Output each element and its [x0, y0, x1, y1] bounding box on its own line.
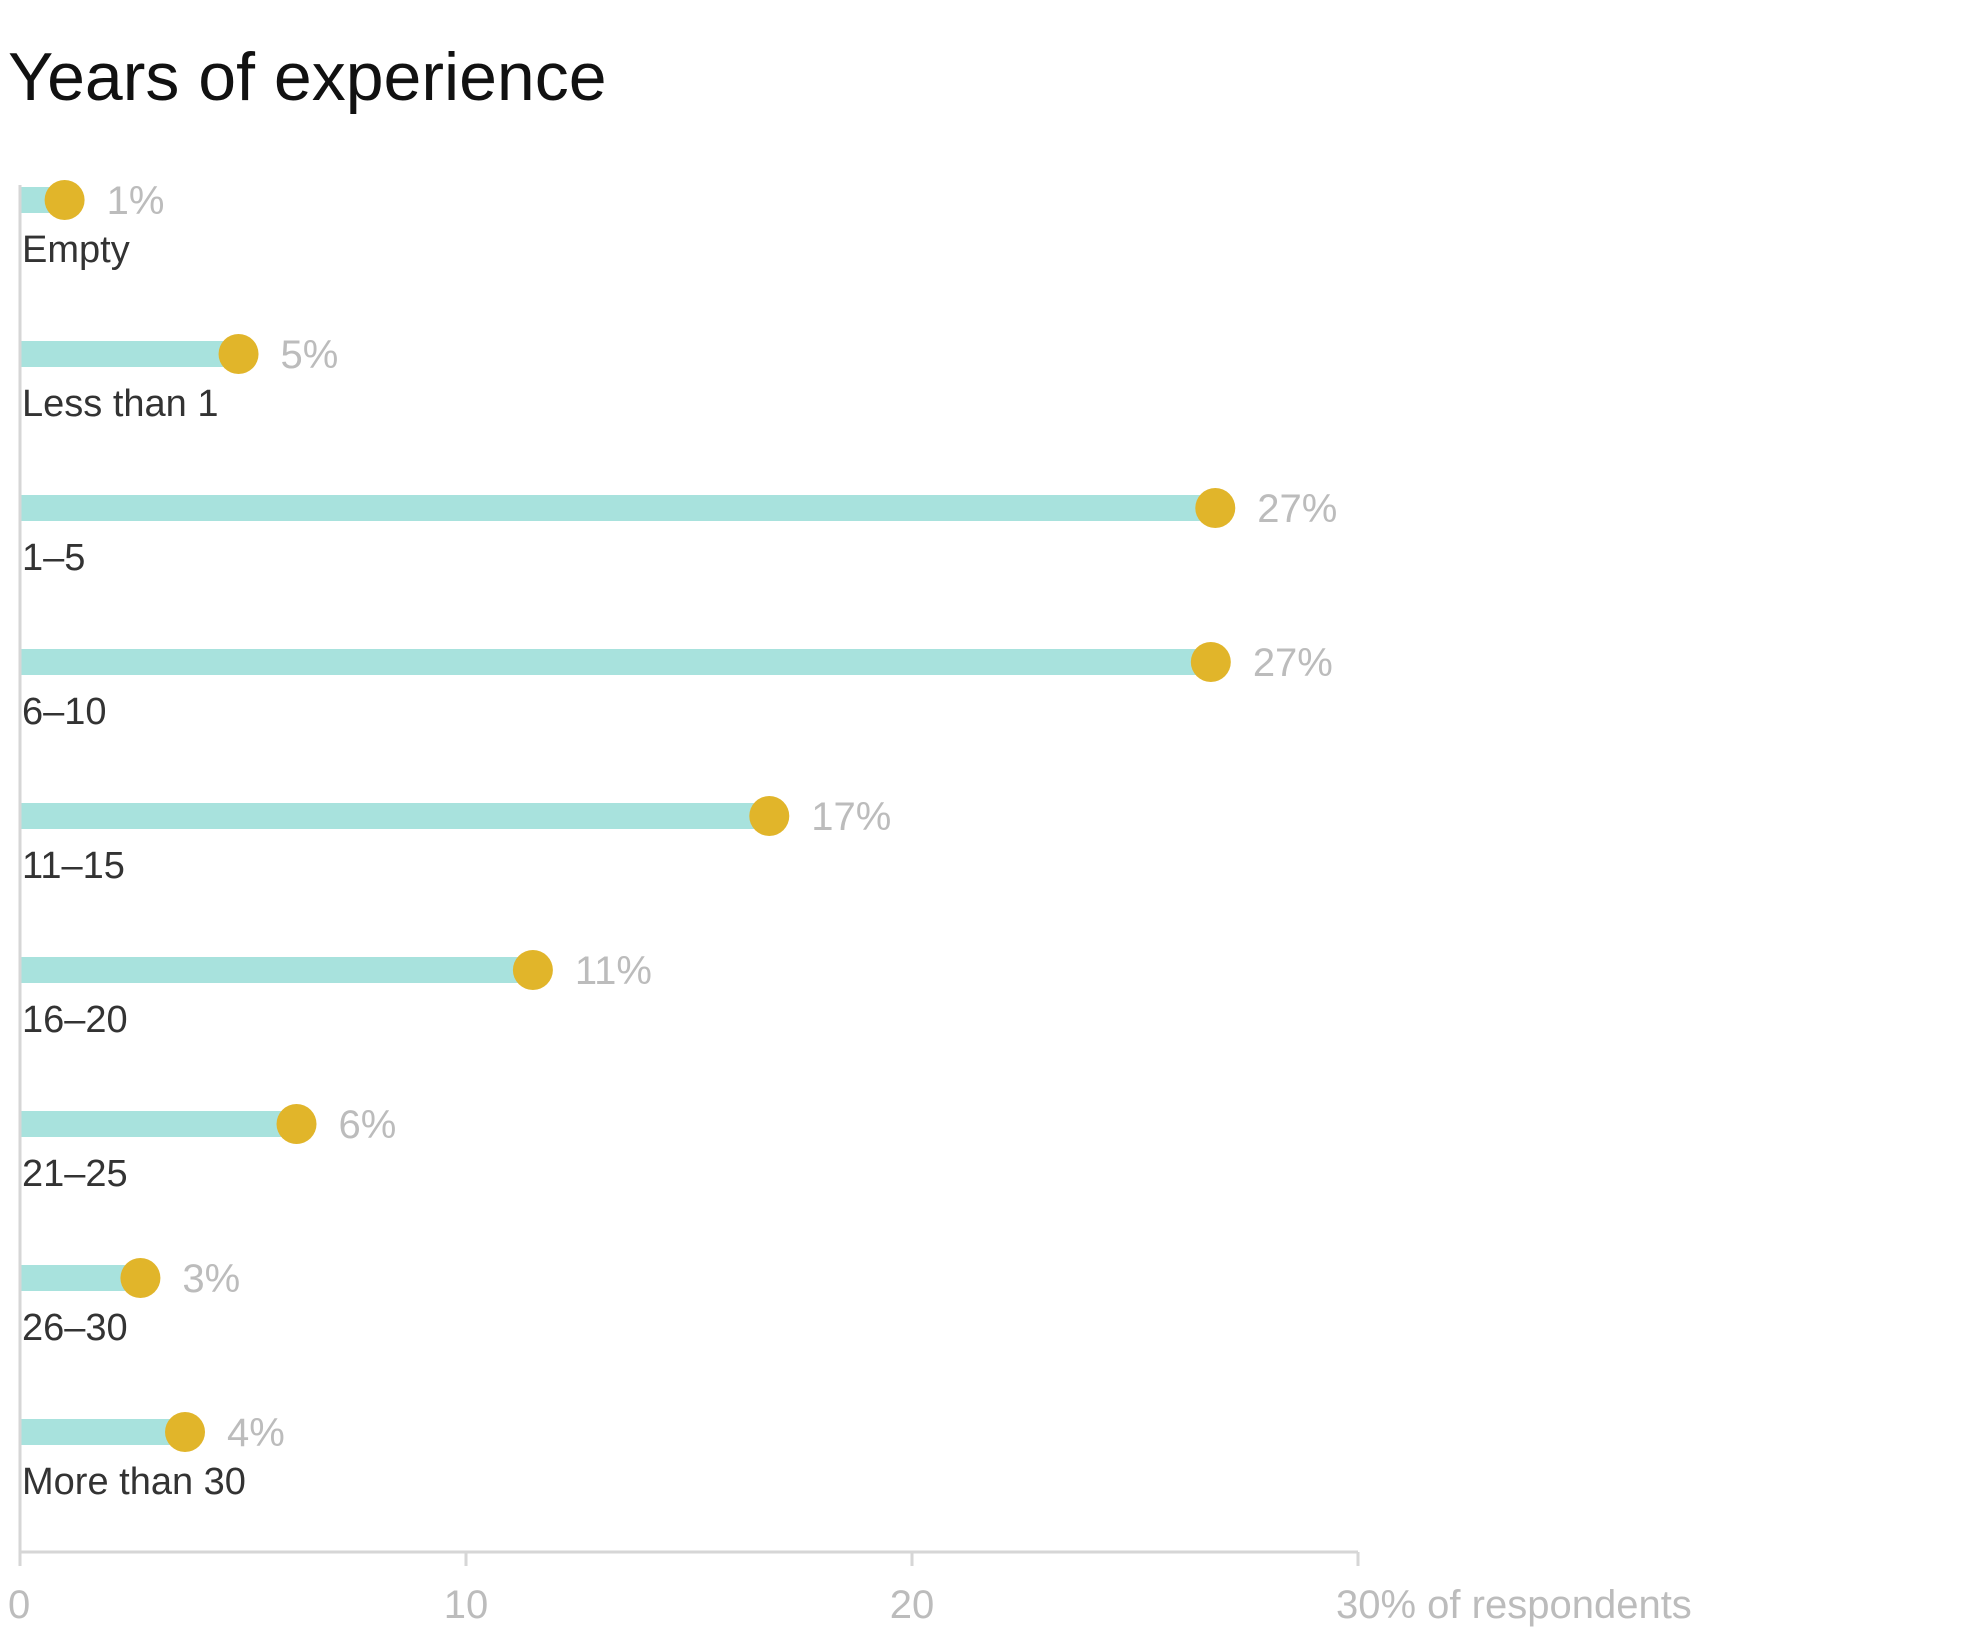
value-label: 11% — [575, 949, 652, 993]
category-label: 1–5 — [22, 537, 85, 579]
bar-end-dot — [218, 334, 259, 374]
value-label: 27% — [1253, 641, 1333, 685]
x-tick-label: 30% of respondents — [1336, 1583, 1692, 1627]
category-label: 11–15 — [22, 845, 125, 887]
bar — [20, 803, 770, 829]
bar-end-dot — [44, 180, 85, 220]
bar — [20, 957, 533, 983]
bar — [20, 495, 1216, 521]
value-label: 4% — [227, 1411, 285, 1455]
x-axis: 0 10 20 30% of respondents — [8, 185, 1692, 1627]
value-label: 27% — [1257, 487, 1337, 531]
value-label: 6% — [339, 1103, 397, 1147]
bar-end-dot — [276, 1104, 317, 1144]
x-tick-label: 0 — [8, 1583, 30, 1627]
category-label: 6–10 — [22, 691, 107, 733]
value-label: 3% — [182, 1257, 240, 1301]
category-label: 26–30 — [22, 1307, 128, 1349]
category-label: 16–20 — [22, 999, 128, 1041]
bar — [20, 1111, 297, 1137]
value-label: 1% — [107, 179, 165, 223]
bar-end-dot — [1190, 642, 1231, 682]
x-tick-label: 10 — [444, 1583, 489, 1627]
category-label: More than 30 — [22, 1461, 246, 1503]
chart-title: Years of experience — [8, 39, 607, 115]
bar — [20, 1265, 141, 1291]
bar — [20, 649, 1211, 675]
bar-end-dot — [749, 796, 790, 836]
bar-end-dot — [512, 950, 553, 990]
category-label: Empty — [22, 229, 130, 271]
bar-end-dot — [1195, 488, 1236, 528]
category-label: 21–25 — [22, 1153, 128, 1195]
bar-end-dot — [120, 1258, 161, 1298]
category-label: Less than 1 — [22, 383, 218, 425]
bar — [20, 341, 239, 367]
value-label: 17% — [811, 795, 891, 839]
x-tick-label: 20 — [890, 1583, 935, 1627]
bars-layer: 1% Empty 5% Less than 1 27% 1–5 27% 6–10 17% 11–1… — [20, 179, 1337, 1503]
bar — [20, 1419, 186, 1445]
value-label: 5% — [281, 333, 339, 377]
bar-end-dot — [165, 1412, 206, 1452]
